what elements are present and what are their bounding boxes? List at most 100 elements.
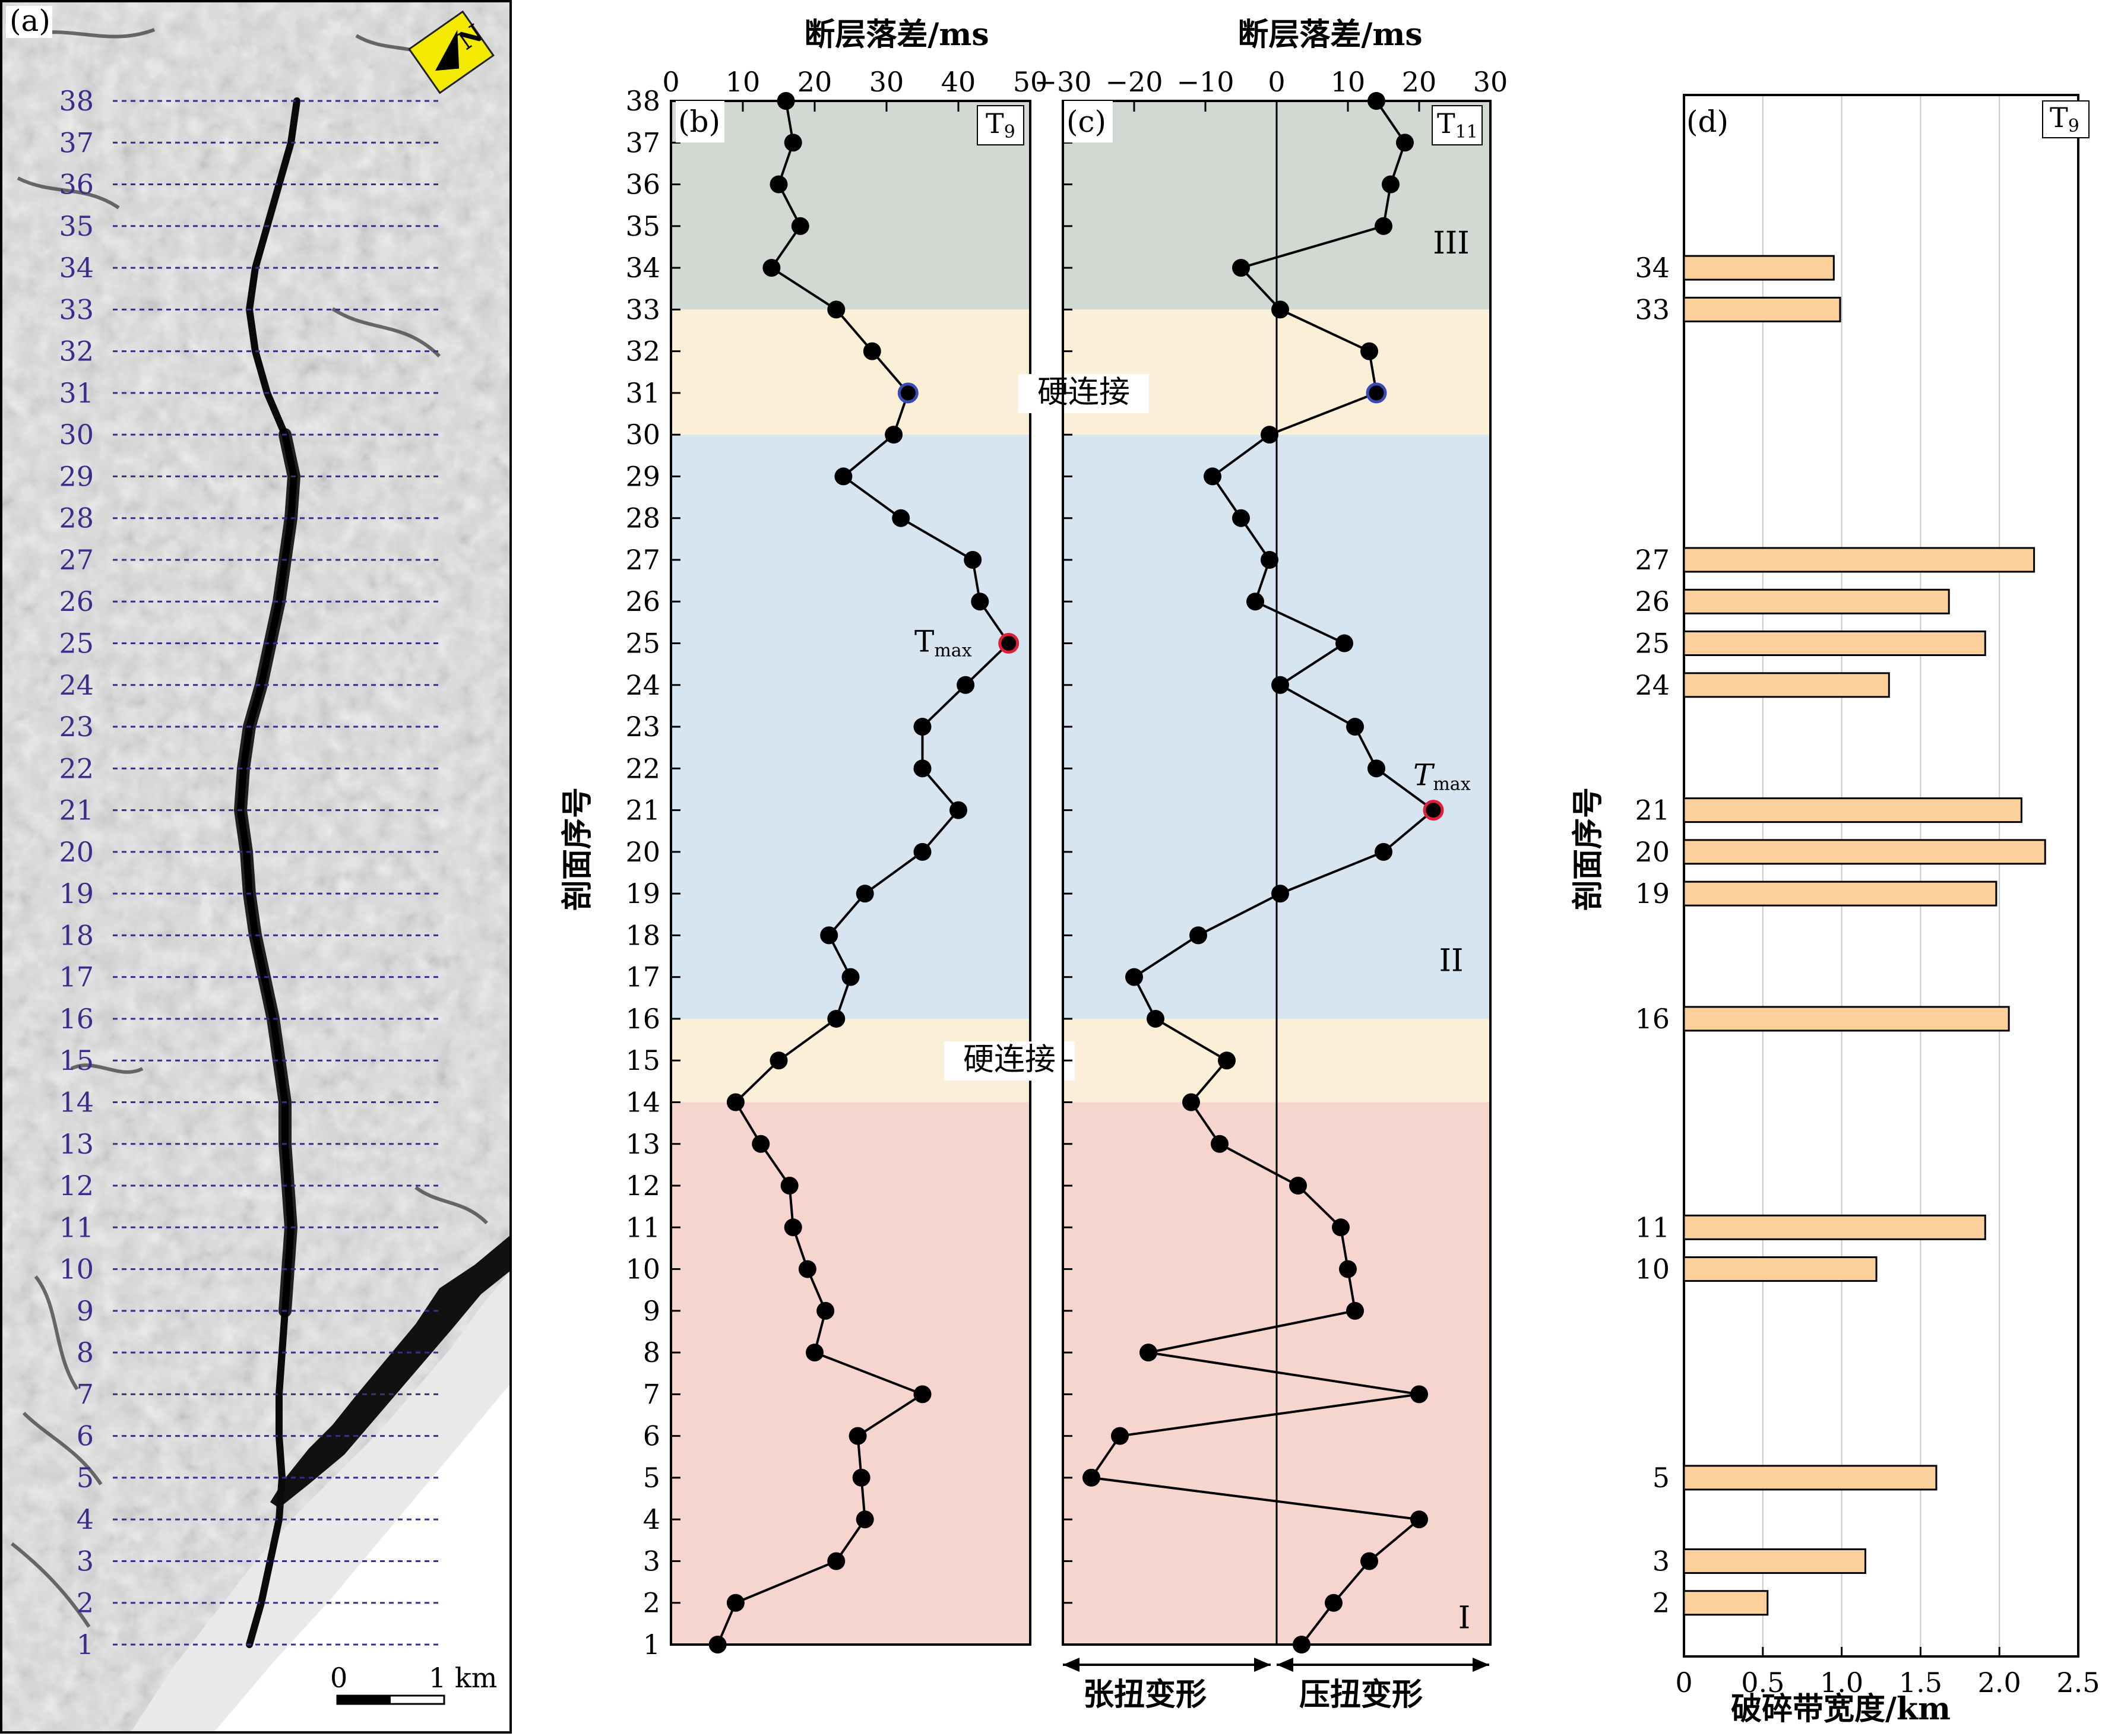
- y-tick-label: 24: [625, 669, 660, 701]
- map-dark-zone: [270, 1235, 511, 1508]
- zone-roman-label: I: [1458, 1600, 1471, 1636]
- data-point: [1189, 926, 1207, 945]
- zone-bands-b: [671, 101, 1030, 1645]
- section-label: 28: [59, 502, 94, 534]
- section-label: 36: [59, 169, 94, 201]
- data-point: [770, 1051, 788, 1070]
- north-arrow-icon: [435, 30, 460, 71]
- x-tick-label: 30: [869, 66, 904, 98]
- zone-roman-label: III: [1433, 226, 1470, 261]
- section-label: 18: [59, 919, 94, 951]
- x-tick-label: 2.5: [2056, 1667, 2100, 1699]
- panel-b-title: 断层落差/ms: [804, 17, 989, 53]
- x-tick-label: 20: [1402, 66, 1437, 98]
- data-point: [762, 259, 781, 277]
- data-point: [1367, 92, 1385, 110]
- data-point: [798, 1260, 816, 1278]
- y-tick-label: 30: [625, 419, 660, 451]
- y-tick-label: 16: [625, 1003, 660, 1035]
- scale-label-zero: 0: [330, 1662, 347, 1694]
- data-point: [780, 1177, 799, 1195]
- section-label: 31: [59, 377, 94, 409]
- panel-b-chart: 0 10 20 30 40 5012345678910111213141516171819…: [625, 66, 1149, 1661]
- y-tick-label: 21: [625, 794, 660, 826]
- data-point: [820, 926, 838, 945]
- data-point: [885, 426, 903, 444]
- section-label: 35: [59, 210, 94, 242]
- x-tick-label: 0.5: [1741, 1667, 1784, 1699]
- y-tick-label: 20: [625, 836, 660, 868]
- y-tick-label: 2: [643, 1587, 660, 1619]
- arrow-left-icon: [1277, 1658, 1293, 1672]
- section-label: 15: [59, 1044, 94, 1076]
- fault-trace-core: [234, 428, 300, 1317]
- section-label: 5: [77, 1462, 94, 1494]
- data-point: [1410, 1510, 1428, 1529]
- zone-band: [671, 101, 1030, 310]
- y-tick-label: 37: [625, 126, 660, 159]
- section-label: 14: [59, 1086, 94, 1118]
- north-arrow: N: [408, 10, 495, 94]
- data-point: [913, 759, 932, 778]
- scale-label-distance: 1 km: [429, 1662, 497, 1694]
- x-tick-label: 1.0: [1820, 1667, 1863, 1699]
- bar-category-label: 2: [1653, 1587, 1670, 1619]
- data-point: [816, 1301, 835, 1320]
- y-tick-label: 6: [643, 1420, 660, 1452]
- panel-d-layer-tag: T9: [2042, 100, 2090, 138]
- panel-a-tag: (a): [10, 4, 50, 38]
- data-point: [1375, 842, 1392, 861]
- data-point: [1375, 217, 1392, 235]
- section-label: 34: [59, 252, 94, 284]
- data-point: [1271, 300, 1289, 319]
- bar-category-label: 11: [1635, 1211, 1670, 1243]
- x-tick-label: −10: [1176, 66, 1234, 98]
- data-point: [1360, 1552, 1378, 1570]
- y-tick-label: 12: [625, 1170, 660, 1202]
- section-lines: [113, 100, 439, 1646]
- zone-band: [671, 435, 1030, 1019]
- bar: [1683, 547, 2035, 573]
- series-line: [716, 100, 1010, 1645]
- bar-category-label: 25: [1635, 628, 1670, 660]
- bar: [1683, 255, 1835, 281]
- data-point: [1261, 550, 1278, 569]
- bar: [1683, 839, 2046, 865]
- x-tick-label: 1.5: [1899, 1667, 1942, 1699]
- bar-category-label: 26: [1635, 585, 1670, 617]
- bar-category-label: 16: [1635, 1003, 1670, 1035]
- section-label: 22: [59, 752, 94, 784]
- data-point: [852, 1468, 870, 1487]
- y-tick-label: 36: [625, 169, 660, 201]
- data-point: [1346, 1301, 1364, 1320]
- data-point: [913, 1385, 932, 1404]
- data-point: [1271, 885, 1289, 903]
- data-point: [1410, 1385, 1428, 1404]
- section-label: 38: [59, 85, 94, 117]
- data-point: [971, 593, 989, 611]
- data-point: [1289, 1177, 1307, 1195]
- data-point: [726, 1093, 745, 1111]
- y-tick-label: 26: [625, 585, 660, 617]
- section-label: 16: [59, 1003, 94, 1035]
- bar-category-label: 10: [1635, 1253, 1670, 1285]
- x-tick-label: 2.0: [1978, 1667, 2021, 1699]
- section-label: 9: [77, 1295, 94, 1327]
- y-tick-label: 35: [625, 210, 660, 242]
- hard-link-label: 硬连接: [963, 1042, 1056, 1078]
- bar: [1683, 588, 1950, 614]
- data-point: [1346, 718, 1364, 736]
- data-point: [1360, 342, 1378, 360]
- map-frame: [0, 0, 512, 1734]
- data-point: [1293, 1636, 1310, 1653]
- section-label: 12: [59, 1170, 94, 1202]
- section-label: 13: [59, 1128, 94, 1160]
- panel-b-tag-bg: [676, 101, 724, 142]
- x-tick-label: 40: [941, 66, 976, 98]
- x-tick-label: 0: [1675, 1667, 1692, 1699]
- data-point: [1082, 1468, 1100, 1487]
- data-point: [827, 1009, 846, 1028]
- bar: [1683, 631, 1986, 657]
- tmax-point: [1423, 800, 1444, 821]
